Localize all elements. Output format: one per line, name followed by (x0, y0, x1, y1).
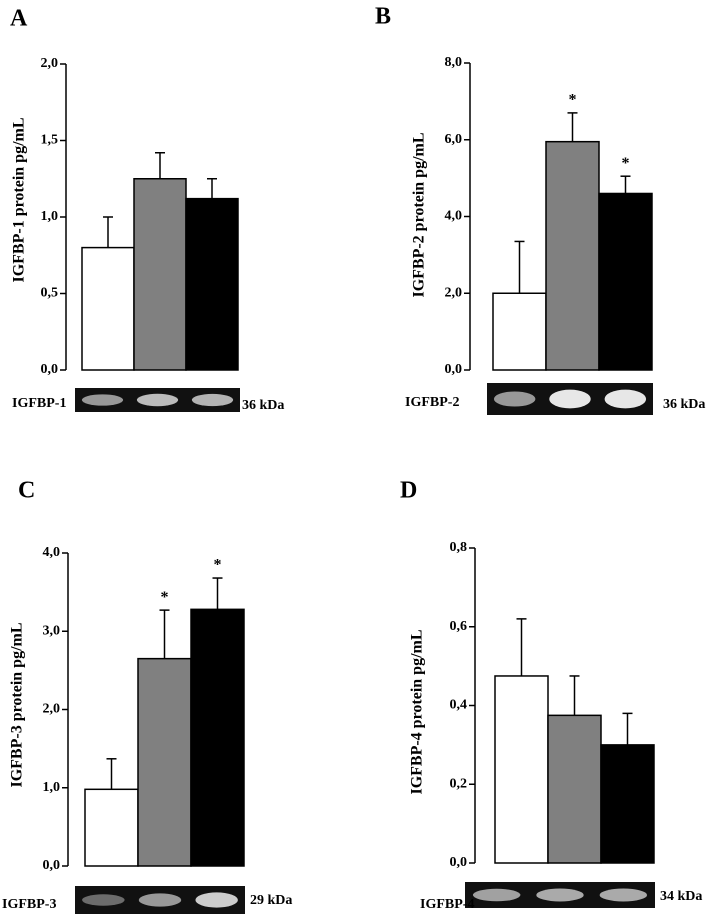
y-tick-label: 0,5 (41, 286, 59, 301)
blot-size: 36 kDa (242, 398, 284, 413)
bar (598, 192, 653, 371)
panel-label: C (18, 478, 35, 504)
y-tick-label: 0,8 (450, 540, 468, 555)
y-tick-label: 2,0 (43, 702, 61, 717)
blot-band (195, 892, 238, 908)
blot-size: 36 kDa (663, 397, 705, 412)
significance-marker: * (569, 92, 577, 109)
bar (494, 675, 549, 864)
y-tick-label: 1,0 (43, 780, 61, 795)
blot-band (136, 393, 179, 407)
bar (185, 197, 239, 371)
y-axis-label: IGFBP-3 protein pg/mL (9, 622, 26, 787)
blot-label: IGFBP-2 (405, 395, 459, 410)
y-tick-label: 8,0 (445, 55, 463, 70)
y-tick-label: 1,5 (41, 133, 59, 148)
significance-marker: * (161, 589, 169, 606)
blot-band (493, 391, 536, 407)
blot-band (536, 888, 584, 902)
y-axis-label: IGFBP-2 protein pg/mL (411, 132, 428, 297)
blot-label: IGFBP-1 (12, 396, 66, 411)
y-tick-label: 2,0 (41, 56, 59, 71)
panel-label: A (10, 6, 28, 32)
blot-label: IGFBP-4 (420, 897, 474, 912)
bar (137, 657, 192, 867)
bar (81, 246, 135, 371)
bar (84, 788, 139, 867)
bar (190, 608, 245, 867)
significance-marker: * (622, 155, 630, 172)
blot-band (472, 888, 521, 902)
blot-band (599, 888, 648, 902)
y-tick-label: 3,0 (43, 623, 61, 638)
bar (600, 744, 655, 864)
y-tick-label: 2,0 (445, 285, 463, 300)
y-tick-label: 0,0 (450, 855, 468, 870)
blot-size: 34 kDa (660, 889, 702, 904)
y-tick-label: 0,0 (43, 858, 61, 873)
y-tick-label: 0,0 (445, 362, 463, 377)
bar (133, 178, 187, 371)
blot-band (82, 894, 125, 906)
blot-band (191, 393, 234, 407)
y-axis-label: IGFBP-1 protein pg/mL (11, 117, 28, 282)
blot-label: IGFBP-3 (2, 897, 56, 912)
blot-band (81, 394, 124, 406)
y-tick-label: 4,0 (43, 545, 61, 560)
y-tick-label: 4,0 (445, 209, 463, 224)
blot-band (549, 389, 591, 409)
significance-marker: * (214, 557, 222, 574)
panel-label: D (400, 478, 417, 504)
y-tick-label: 0,2 (450, 776, 468, 791)
y-tick-label: 1,0 (41, 209, 59, 224)
y-tick-label: 0,6 (450, 619, 468, 634)
y-tick-label: 6,0 (445, 132, 463, 147)
blot-size: 29 kDa (250, 893, 292, 908)
panel-label: B (375, 4, 391, 30)
blot-band (138, 893, 182, 907)
y-tick-label: 0,0 (41, 362, 59, 377)
bar (547, 714, 602, 864)
y-axis-label: IGFBP-4 protein pg/mL (409, 629, 426, 794)
y-tick-label: 0,4 (450, 698, 468, 713)
bar (492, 292, 547, 371)
blot-band (604, 389, 647, 409)
bar (545, 140, 600, 371)
